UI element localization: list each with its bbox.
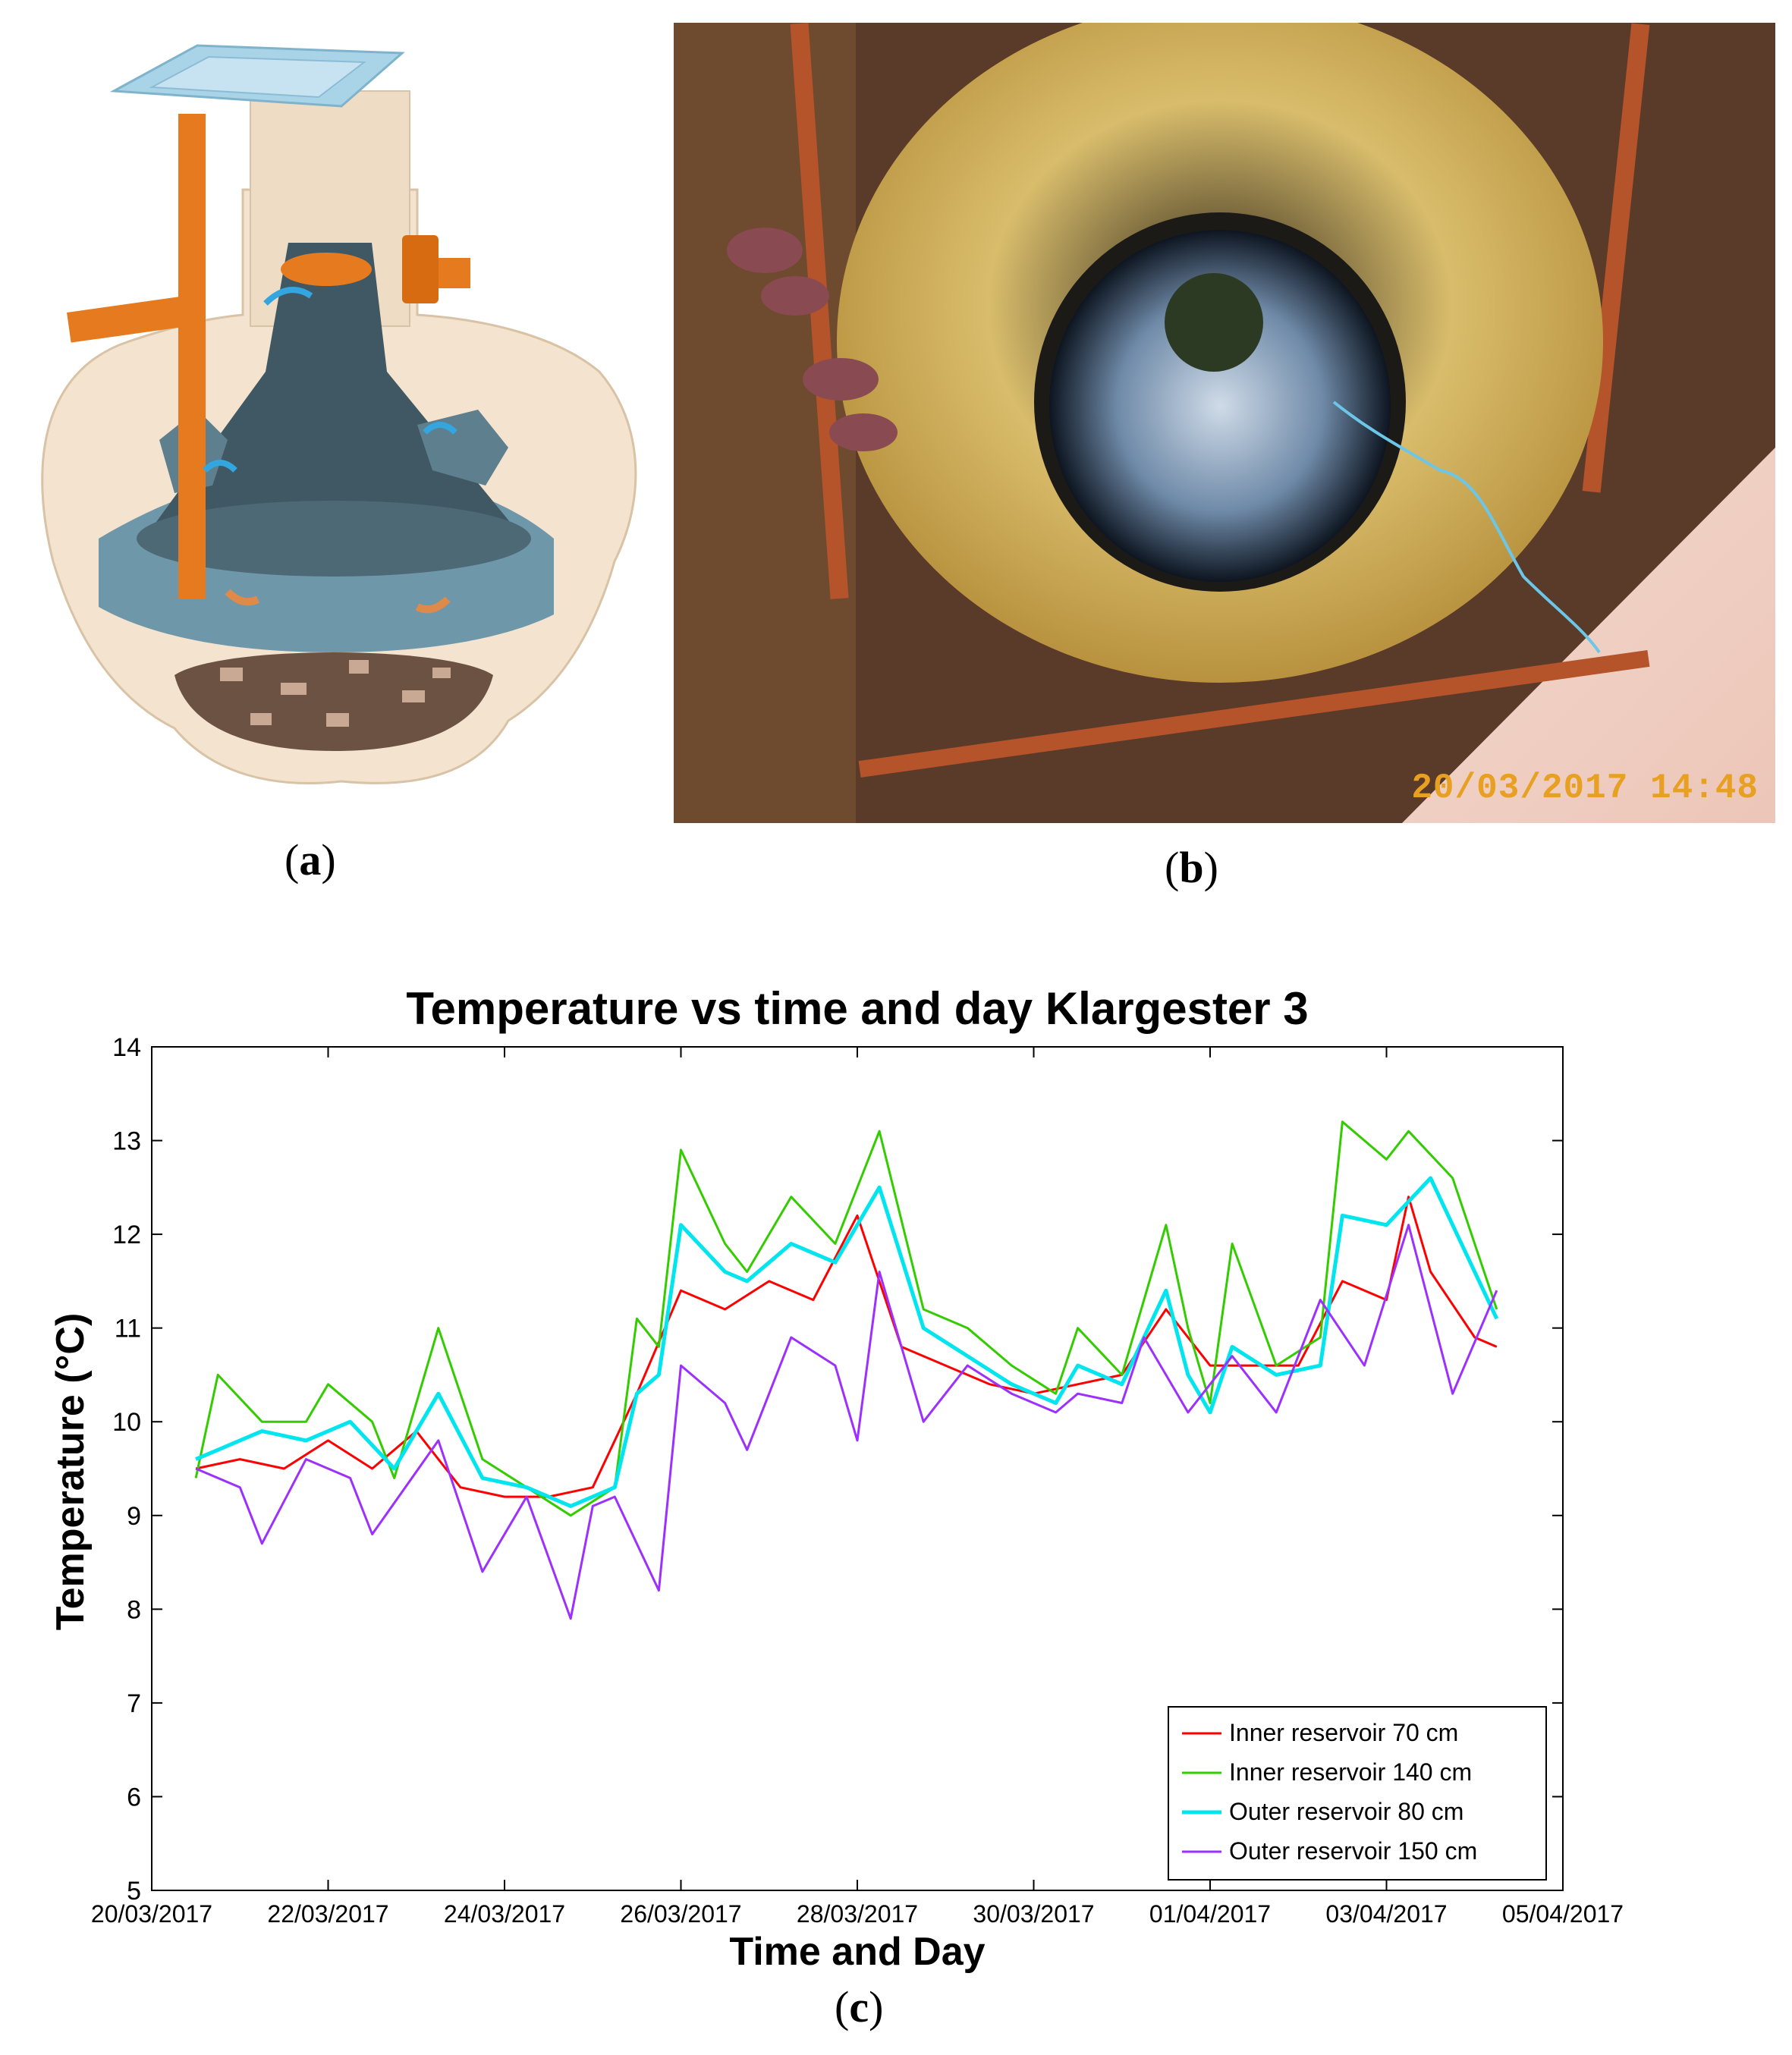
cone-rim	[137, 501, 531, 577]
sensor-cable	[1332, 401, 1601, 654]
y-tick-label: 14	[112, 1033, 141, 1062]
frame-rail-left	[790, 23, 849, 599]
series-line-3	[195, 1176, 1499, 1508]
x-tick-label: 28/03/2017	[797, 1900, 918, 1928]
y-tick-label: 12	[112, 1221, 141, 1249]
x-tick-label: 01/04/2017	[1149, 1900, 1271, 1928]
y-tick-label: 7	[127, 1689, 141, 1718]
legend-entry-label: Inner reservoir 140 cm	[1229, 1758, 1472, 1786]
x-axis-label: Time and Day	[729, 1930, 985, 1974]
legend-entry-label: Inner reservoir 70 cm	[1229, 1719, 1458, 1746]
x-tick-label: 20/03/2017	[91, 1900, 212, 1928]
legend-entry-label: Outer reservoir 80 cm	[1229, 1798, 1463, 1825]
flow-arrow-blue-1	[263, 287, 313, 306]
x-ticks: 20/03/2017 22/03/2017 24/03/2017 26/03/2017…	[91, 1047, 1624, 1928]
x-tick-label: 30/03/2017	[973, 1900, 1094, 1928]
x-tick-label: 03/04/2017	[1325, 1900, 1447, 1928]
flow-arrow-blue-2	[423, 422, 457, 435]
inlet-pipe-vertical	[178, 114, 206, 599]
series-lines	[194, 1120, 1499, 1620]
y-axis-label: Temperature (°C)	[49, 1313, 93, 1631]
bramble-leaves	[727, 228, 898, 451]
panel-c-label: (c)	[835, 1982, 884, 2031]
photo-timestamp: 20/03/2017 14:48	[1411, 768, 1759, 808]
sludge-layer	[174, 652, 493, 751]
series-line-1	[195, 1196, 1498, 1498]
panel-a-label: (a)	[285, 835, 336, 885]
series-line-2	[194, 1120, 1498, 1517]
inlet-pipe-horizontal	[67, 294, 199, 343]
sludge-specks	[220, 660, 451, 727]
y-tick-label: 10	[112, 1408, 141, 1437]
septic-tank-cutaway-illustration	[41, 44, 637, 784]
well-water	[1049, 230, 1391, 582]
outlet-pipe-cap	[402, 235, 439, 303]
legend: Inner reservoir 70 cm Inner reservoir 140…	[1168, 1706, 1547, 1881]
x-tick-label: 05/04/2017	[1502, 1900, 1624, 1928]
flow-arrow-left	[225, 589, 260, 606]
legend-entry-label: Outer reservoir 150 cm	[1229, 1837, 1477, 1865]
lid-grid	[149, 55, 366, 99]
chequer-plate	[1402, 448, 1775, 823]
y-tick-label: 9	[127, 1502, 141, 1531]
legend-box	[1168, 1706, 1547, 1881]
installed-tank-photo: 20/03/2017 14:48	[674, 0, 1775, 823]
frame-rail-bottom	[858, 650, 1650, 778]
y-tick-label: 8	[127, 1595, 141, 1624]
well-center-pipe	[1165, 273, 1263, 372]
x-tick-label: 24/03/2017	[444, 1900, 565, 1928]
x-tick-label: 26/03/2017	[620, 1900, 741, 1928]
chart-title: Temperature vs time and day Klargester 3	[406, 983, 1308, 1034]
y-tick-label: 5	[127, 1877, 141, 1906]
torn-wall-right	[417, 410, 508, 485]
y-tick-label: 6	[127, 1783, 141, 1811]
temperature-chart: Temperature vs time and day Klargester 3…	[49, 983, 1624, 1974]
series-line-4	[195, 1224, 1498, 1620]
x-tick-label: 22/03/2017	[267, 1900, 388, 1928]
cone-top-opening	[281, 253, 372, 286]
y-tick-label: 11	[115, 1315, 141, 1343]
cone-body	[144, 243, 523, 539]
photo-scene	[674, 0, 1775, 823]
panel-b-label: (b)	[1165, 843, 1218, 892]
flow-arrow-blue-3	[203, 460, 237, 473]
y-tick-label: 13	[112, 1127, 141, 1156]
flow-arrow-right	[415, 596, 451, 614]
y-ticks: 5 6 7 8 9 10 11 12 13 14	[112, 1033, 1563, 1906]
